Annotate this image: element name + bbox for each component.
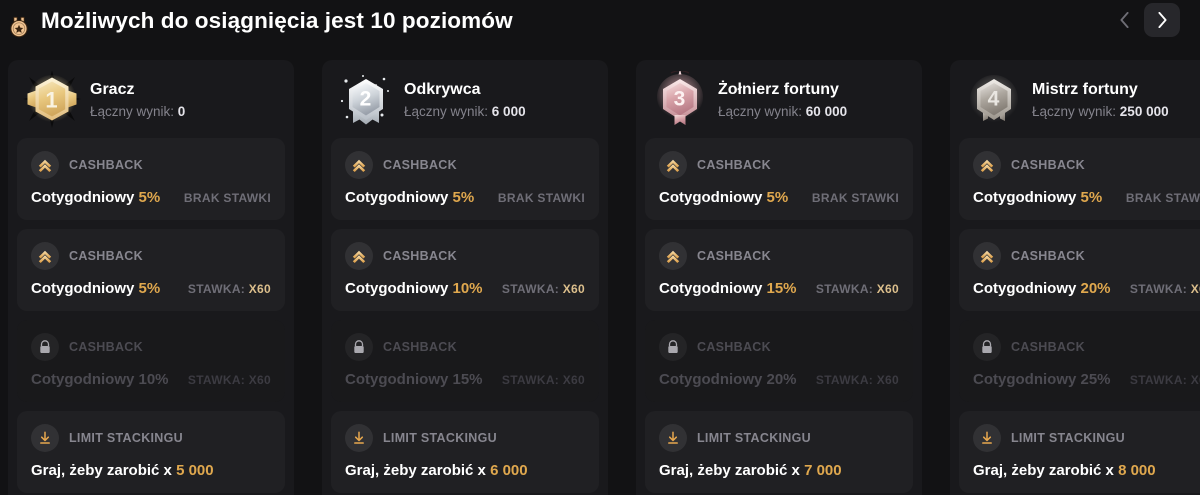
svg-text:1: 1 <box>45 88 57 113</box>
svg-text:3: 3 <box>674 88 686 111</box>
svg-text:4: 4 <box>988 88 1000 111</box>
svg-text:2: 2 <box>360 88 372 111</box>
